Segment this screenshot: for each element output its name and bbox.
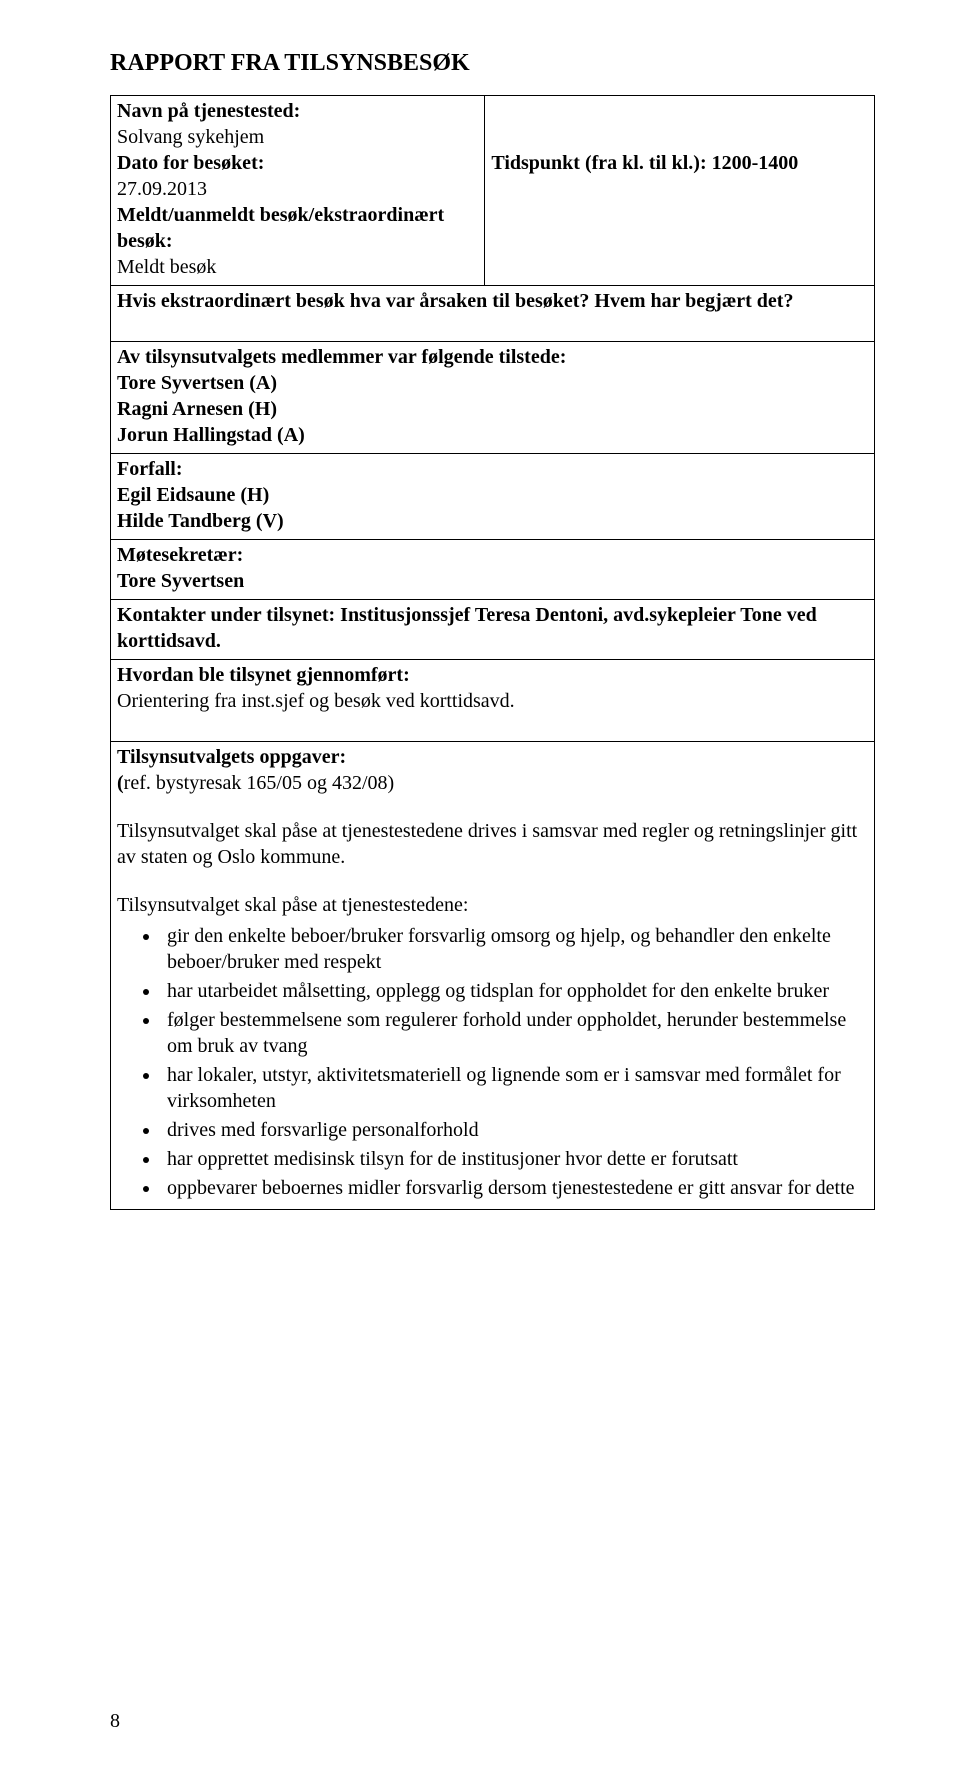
member-1: Tore Syvertsen (A) — [117, 370, 868, 396]
list-item: følger bestemmelsene som regulerer forho… — [161, 1007, 868, 1059]
secretary-value: Tore Syvertsen — [117, 568, 868, 594]
time-label: Tidspunkt (fra kl. til kl.): 1200-1400 — [491, 150, 868, 176]
member-3: Jorun Hallingstad (A) — [117, 422, 868, 448]
tasks-para1: Tilsynsutvalget skal påse at tjenesteste… — [117, 818, 868, 870]
page-number: 8 — [110, 1710, 120, 1733]
how-value: Orientering fra inst.sjef og besøk ved k… — [117, 688, 868, 714]
how-label: Hvordan ble tilsynet gjennomført: — [117, 662, 868, 688]
list-item: har utarbeidet målsetting, opplegg og ti… — [161, 978, 868, 1004]
tasks-title: Tilsynsutvalgets oppgaver: — [117, 744, 868, 770]
list-item: har lokaler, utstyr, aktivitetsmateriell… — [161, 1062, 868, 1114]
report-table: Navn på tjenestested: Solvang sykehjem D… — [110, 95, 875, 1210]
name-value: Solvang sykehjem — [117, 124, 478, 150]
forfall-2: Hilde Tandberg (V) — [117, 508, 868, 534]
visit-type-label: Meldt/uanmeldt besøk/ekstraordinært besø… — [117, 202, 478, 254]
list-item: drives med forsvarlige personalforhold — [161, 1117, 868, 1143]
cell-members: Av tilsynsutvalgets medlemmer var følgen… — [111, 342, 875, 454]
cell-tasks: Tilsynsutvalgets oppgaver: (ref. bystyre… — [111, 742, 875, 1210]
date-value: 27.09.2013 — [117, 176, 478, 202]
secretary-label: Møtesekretær: — [117, 542, 868, 568]
report-title: RAPPORT FRA TILSYNSBESØK — [110, 50, 875, 77]
list-item: oppbevarer beboernes midler forsvarlig d… — [161, 1175, 868, 1201]
cell-contacts: Kontakter under tilsynet: Institusjonssj… — [111, 600, 875, 660]
visit-type-value: Meldt besøk — [117, 254, 478, 280]
contacts-text: Kontakter under tilsynet: Institusjonssj… — [117, 602, 868, 654]
forfall-label: Forfall: — [117, 456, 868, 482]
ref-paren: ( — [117, 772, 124, 794]
cell-basic-info: Navn på tjenestested: Solvang sykehjem D… — [111, 96, 485, 286]
name-label: Navn på tjenestested: — [117, 98, 478, 124]
cell-forfall: Forfall: Egil Eidsaune (H) Hilde Tandber… — [111, 454, 875, 540]
cell-extra-reason: Hvis ekstraordinært besøk hva var årsake… — [111, 286, 875, 342]
date-label: Dato for besøket: — [117, 150, 478, 176]
list-item: har opprettet medisinsk tilsyn for de in… — [161, 1146, 868, 1172]
ref-text: ref. bystyresak 165/05 og 432/08) — [124, 772, 395, 794]
tasks-list: gir den enkelte beboer/bruker forsvarlig… — [117, 923, 868, 1201]
list-item: gir den enkelte beboer/bruker forsvarlig… — [161, 923, 868, 975]
extra-reason-label: Hvis ekstraordinært besøk hva var årsake… — [117, 288, 868, 314]
member-2: Ragni Arnesen (H) — [117, 396, 868, 422]
members-label: Av tilsynsutvalgets medlemmer var følgen… — [117, 344, 868, 370]
tasks-ref: (ref. bystyresak 165/05 og 432/08) — [117, 770, 868, 796]
cell-time: Tidspunkt (fra kl. til kl.): 1200-1400 — [485, 96, 875, 286]
cell-secretary: Møtesekretær: Tore Syvertsen — [111, 540, 875, 600]
forfall-1: Egil Eidsaune (H) — [117, 482, 868, 508]
tasks-para2: Tilsynsutvalget skal påse at tjenesteste… — [117, 892, 868, 918]
cell-how: Hvordan ble tilsynet gjennomført: Orient… — [111, 660, 875, 742]
